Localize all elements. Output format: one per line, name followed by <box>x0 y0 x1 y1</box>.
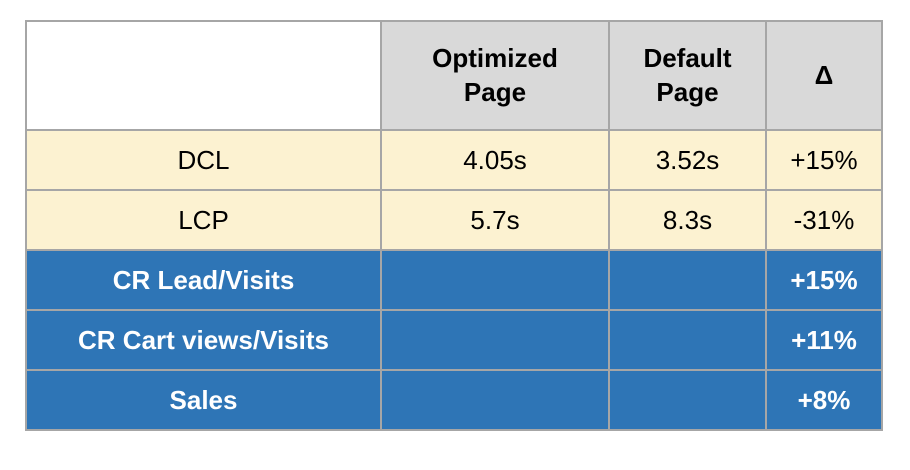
default-value-cell: 3.52s <box>608 129 767 191</box>
optimized-value-cell: 5.7s <box>380 189 610 251</box>
table-row-sales: Sales +8% <box>25 369 883 431</box>
table-row-cr-lead-visits: CR Lead/Visits +15% <box>25 249 883 311</box>
table-row-cr-cart-views-visits: CR Cart views/Visits +11% <box>25 309 883 371</box>
optimized-value-cell <box>380 309 610 371</box>
default-value-cell <box>608 309 767 371</box>
row-label-cell: CR Lead/Visits <box>25 249 382 311</box>
row-label-cell: DCL <box>25 129 382 191</box>
corner-header-cell <box>25 20 382 131</box>
header-row: Optimized Page Default Page Δ <box>25 20 883 131</box>
row-label-cell: LCP <box>25 189 382 251</box>
col-header-optimized-page: Optimized Page <box>380 20 610 131</box>
optimized-value-cell: 4.05s <box>380 129 610 191</box>
delta-value-cell: +11% <box>765 309 883 371</box>
delta-value-cell: +15% <box>765 129 883 191</box>
row-label-cell: Sales <box>25 369 382 431</box>
comparison-table: Optimized Page Default Page Δ DCL 4.05s … <box>25 20 883 431</box>
table-row-dcl: DCL 4.05s 3.52s +15% <box>25 129 883 191</box>
comparison-table-container: Optimized Page Default Page Δ DCL 4.05s … <box>25 20 883 431</box>
delta-value-cell: +15% <box>765 249 883 311</box>
col-header-default-page-label: Default Page <box>643 42 732 107</box>
optimized-value-cell <box>380 249 610 311</box>
col-header-optimized-page-label: Optimized Page <box>432 42 558 107</box>
default-value-cell: 8.3s <box>608 189 767 251</box>
row-label-cell: CR Cart views/Visits <box>25 309 382 371</box>
optimized-value-cell <box>380 369 610 431</box>
default-value-cell <box>608 369 767 431</box>
table-row-lcp: LCP 5.7s 8.3s -31% <box>25 189 883 251</box>
delta-value-cell: -31% <box>765 189 883 251</box>
delta-value-cell: +8% <box>765 369 883 431</box>
col-header-default-page: Default Page <box>608 20 767 131</box>
default-value-cell <box>608 249 767 311</box>
col-header-delta: Δ <box>765 20 883 131</box>
